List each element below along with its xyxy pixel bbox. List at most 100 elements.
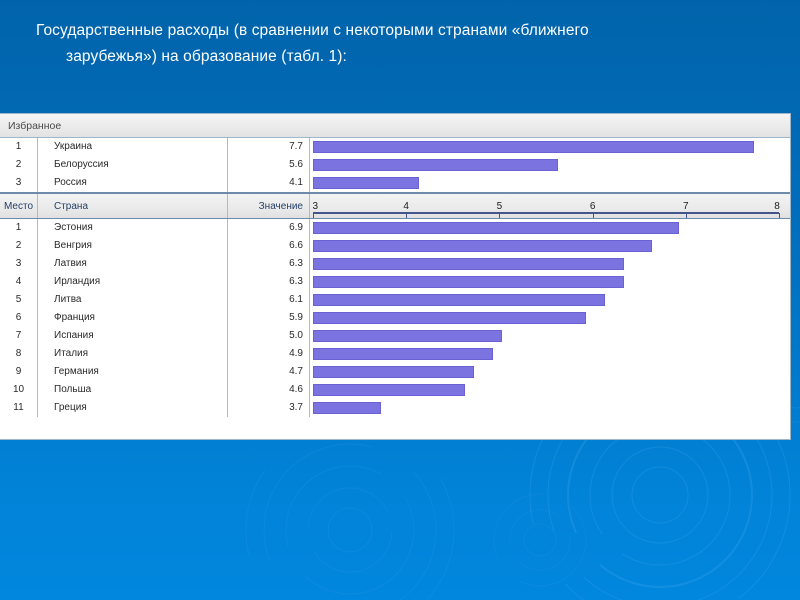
column-header-rank[interactable]: Место xyxy=(0,194,38,218)
cell-bar xyxy=(310,138,790,156)
cell-bar xyxy=(310,309,790,327)
cell-value: 6.3 xyxy=(228,255,310,273)
title-line-2: зарубежья») на образование (табл. 1): xyxy=(66,48,347,65)
data-table-panel: Избранное 1 Украина 7.7 2 Белоруссия 5.6 3 Росс… xyxy=(0,113,791,440)
cell-value: 6.6 xyxy=(228,237,310,255)
table-row[interactable]: 9 Германия 4.7 xyxy=(0,363,790,381)
cell-value: 4.7 xyxy=(228,363,310,381)
axis-line xyxy=(313,212,779,214)
cell-rank: 10 xyxy=(0,381,38,399)
cell-value: 6.1 xyxy=(228,291,310,309)
cell-bar xyxy=(310,273,790,291)
cell-bar xyxy=(310,381,790,399)
value-bar xyxy=(313,177,419,189)
axis-tick xyxy=(406,213,408,218)
column-header-value[interactable]: Значение xyxy=(228,194,310,218)
chart-axis: 3 4 5 6 7 8 xyxy=(310,194,790,218)
cell-value: 7.7 xyxy=(228,138,310,156)
cell-rank: 1 xyxy=(0,138,38,156)
cell-value: 6.9 xyxy=(228,219,310,237)
value-bar xyxy=(313,159,559,171)
cell-rank: 5 xyxy=(0,291,38,309)
cell-country: Испания xyxy=(38,327,228,345)
favorites-caption-bar: Избранное xyxy=(0,114,790,138)
table-row[interactable]: 4 Ирландия 6.3 xyxy=(0,273,790,291)
axis-tick-label: 8 xyxy=(774,201,780,212)
cell-rank: 9 xyxy=(0,363,38,381)
cell-value: 5.0 xyxy=(228,327,310,345)
value-bar xyxy=(313,294,605,306)
cell-rank: 2 xyxy=(0,237,38,255)
axis-tick-label: 6 xyxy=(589,201,596,212)
cell-country: Белоруссия xyxy=(38,156,228,174)
value-bar xyxy=(313,312,587,324)
cell-rank: 11 xyxy=(0,399,38,417)
page-title: Государственные расходы (в сравнении с н… xyxy=(36,18,726,70)
value-bar xyxy=(313,402,382,414)
cell-country: Эстония xyxy=(38,219,228,237)
axis-tick-label: 7 xyxy=(683,201,689,212)
cell-bar xyxy=(310,399,790,417)
table-row[interactable]: 5 Литва 6.1 xyxy=(0,291,790,309)
table-row[interactable]: 10 Польша 4.6 xyxy=(0,381,790,399)
cell-country: Латвия xyxy=(38,255,228,273)
cell-bar xyxy=(310,237,790,255)
cell-country: Венгрия xyxy=(38,237,228,255)
cell-value: 6.3 xyxy=(228,273,310,291)
country-rows: 1 Эстония 6.9 2 Венгрия 6.6 3 Латвия 6.3 4 Ирланди… xyxy=(0,219,790,417)
cell-country: Украина xyxy=(38,138,228,156)
cell-rank: 8 xyxy=(0,345,38,363)
cell-rank: 3 xyxy=(0,174,38,192)
cell-rank: 4 xyxy=(0,273,38,291)
column-header-row: Место Страна Значение 3 4 5 6 7 8 xyxy=(0,193,790,219)
cell-value: 4.1 xyxy=(228,174,310,192)
table-row[interactable]: 7 Испания 5.0 xyxy=(0,327,790,345)
table-row[interactable]: 2 Белоруссия 5.6 xyxy=(0,156,790,174)
cell-rank: 3 xyxy=(0,255,38,273)
value-bar xyxy=(313,141,755,153)
table-row[interactable]: 3 Россия 4.1 xyxy=(0,174,790,192)
cell-country: Польша xyxy=(38,381,228,399)
table-row[interactable]: 2 Венгрия 6.6 xyxy=(0,237,790,255)
column-header-country[interactable]: Страна xyxy=(38,194,228,218)
table-row[interactable]: 8 Италия 4.9 xyxy=(0,345,790,363)
axis-tick xyxy=(779,213,780,218)
cell-bar xyxy=(310,219,790,237)
axis-tick xyxy=(685,213,687,218)
cell-rank: 2 xyxy=(0,156,38,174)
cell-value: 3.7 xyxy=(228,399,310,417)
value-bar xyxy=(313,240,652,252)
favorites-rows: 1 Украина 7.7 2 Белоруссия 5.6 3 Россия 4.1 xyxy=(0,138,790,193)
cell-value: 4.6 xyxy=(228,381,310,399)
axis-tick-label: 4 xyxy=(403,201,409,212)
cell-value: 5.9 xyxy=(228,309,310,327)
cell-value: 4.9 xyxy=(228,345,310,363)
cell-country: Литва xyxy=(38,291,228,309)
cell-rank: 1 xyxy=(0,219,38,237)
table-row[interactable]: 6 Франция 5.9 xyxy=(0,309,790,327)
value-bar xyxy=(313,348,494,360)
value-bar xyxy=(313,276,624,288)
cell-country: Ирландия xyxy=(38,273,228,291)
cell-country: Франция xyxy=(38,309,228,327)
table-row[interactable]: 1 Украина 7.7 xyxy=(0,138,790,156)
table-row[interactable]: 11 Греция 3.7 xyxy=(0,399,790,417)
axis-tick-label: 3 xyxy=(312,201,319,212)
title-line-1: Государственные расходы (в сравнении с н… xyxy=(36,22,589,39)
table-row[interactable]: 1 Эстония 6.9 xyxy=(0,219,790,237)
value-bar xyxy=(313,384,466,396)
axis-tick-label: 5 xyxy=(496,201,503,212)
cell-bar xyxy=(310,255,790,273)
table-row[interactable]: 3 Латвия 6.3 xyxy=(0,255,790,273)
axis-tick xyxy=(592,213,594,218)
cell-country: Греция xyxy=(38,399,228,417)
axis-tick xyxy=(313,213,314,218)
cell-bar xyxy=(310,174,790,192)
cell-rank: 7 xyxy=(0,327,38,345)
cell-bar xyxy=(310,156,790,174)
value-bar xyxy=(313,366,475,378)
cell-value: 5.6 xyxy=(228,156,310,174)
cell-bar xyxy=(310,363,790,381)
cell-country: Россия xyxy=(38,174,228,192)
value-bar xyxy=(313,258,624,270)
